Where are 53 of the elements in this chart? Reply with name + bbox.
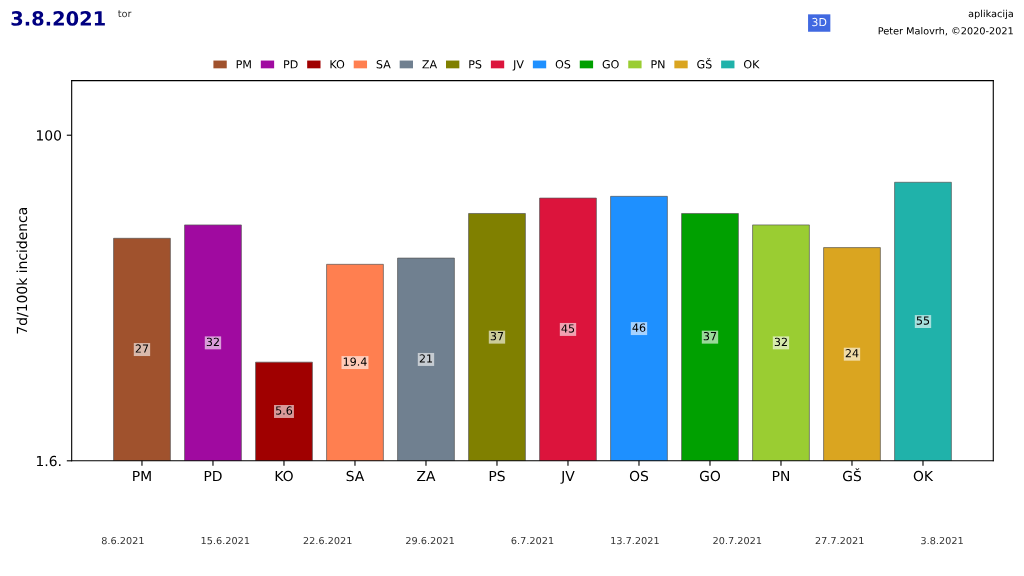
text: 22.6.2021	[303, 536, 352, 545]
text: aplikacija	[968, 9, 1013, 20]
legend-label: OS	[555, 60, 571, 69]
text: 6.7.2021	[511, 536, 554, 545]
data-label: 32	[206, 337, 219, 347]
text: 15.6.2021	[201, 536, 250, 545]
legend-label: PS	[469, 60, 482, 69]
legend-label: JV	[512, 60, 524, 71]
chart-subtitle: tor	[118, 10, 132, 18]
legend-label: KO	[330, 60, 345, 69]
legend-label: SA	[376, 60, 391, 69]
text: 27.7.2021	[815, 536, 864, 545]
text: 20.7.2021	[713, 536, 762, 545]
x-tick-label: KO	[275, 470, 293, 482]
x-tick-label: GŠ	[842, 468, 861, 482]
legend-label: PN	[651, 60, 665, 69]
x-tick-label: GO	[699, 470, 721, 482]
legend-label: ZA	[422, 60, 438, 69]
text: Peter Malovrh, ©2020-2021	[878, 26, 1013, 36]
data-label: 24	[845, 349, 859, 358]
x-tick-label: PD	[204, 470, 222, 482]
x-tick-label: OK	[913, 470, 934, 482]
y-axis-title: 7d/100k incidenca	[16, 208, 29, 334]
data-label: 27	[135, 344, 149, 353]
data-label: 45	[561, 324, 575, 333]
legend-label: PM	[236, 60, 251, 69]
x-tick-label: JV	[560, 470, 575, 484]
text: 29.6.2021	[406, 536, 454, 545]
data-label: 37	[703, 331, 717, 341]
text: 8.6.2021	[101, 536, 144, 545]
data-label: 46	[632, 323, 646, 332]
x-tick-label: PS	[489, 470, 505, 482]
data-label: 32	[774, 337, 787, 347]
x-tick-label: ZA	[417, 470, 436, 482]
text: 3D	[812, 17, 827, 27]
legend-label: GO	[602, 60, 619, 69]
y-tick-label: 1.6.	[36, 455, 61, 467]
y-tick-label: 100	[36, 130, 62, 141]
legend-label: GŠ	[697, 58, 712, 69]
x-tick-label: OS	[629, 470, 649, 482]
text: 3.8.2021	[921, 536, 963, 545]
text: 13.7.2021	[611, 536, 659, 545]
data-label: 19.4	[343, 357, 367, 366]
x-tick-label: SA	[346, 470, 365, 482]
legend-label: PD	[284, 60, 298, 69]
data-label: 37	[490, 331, 504, 341]
x-tick-label: PM	[133, 470, 151, 482]
legend-label: OK	[743, 60, 760, 69]
data-label: 55	[916, 316, 930, 325]
x-tick-label: PN	[772, 470, 789, 482]
data-label: 21	[419, 354, 433, 363]
chart-title: 3.8.2021	[11, 11, 105, 26]
data-label: 5.6	[276, 406, 293, 415]
